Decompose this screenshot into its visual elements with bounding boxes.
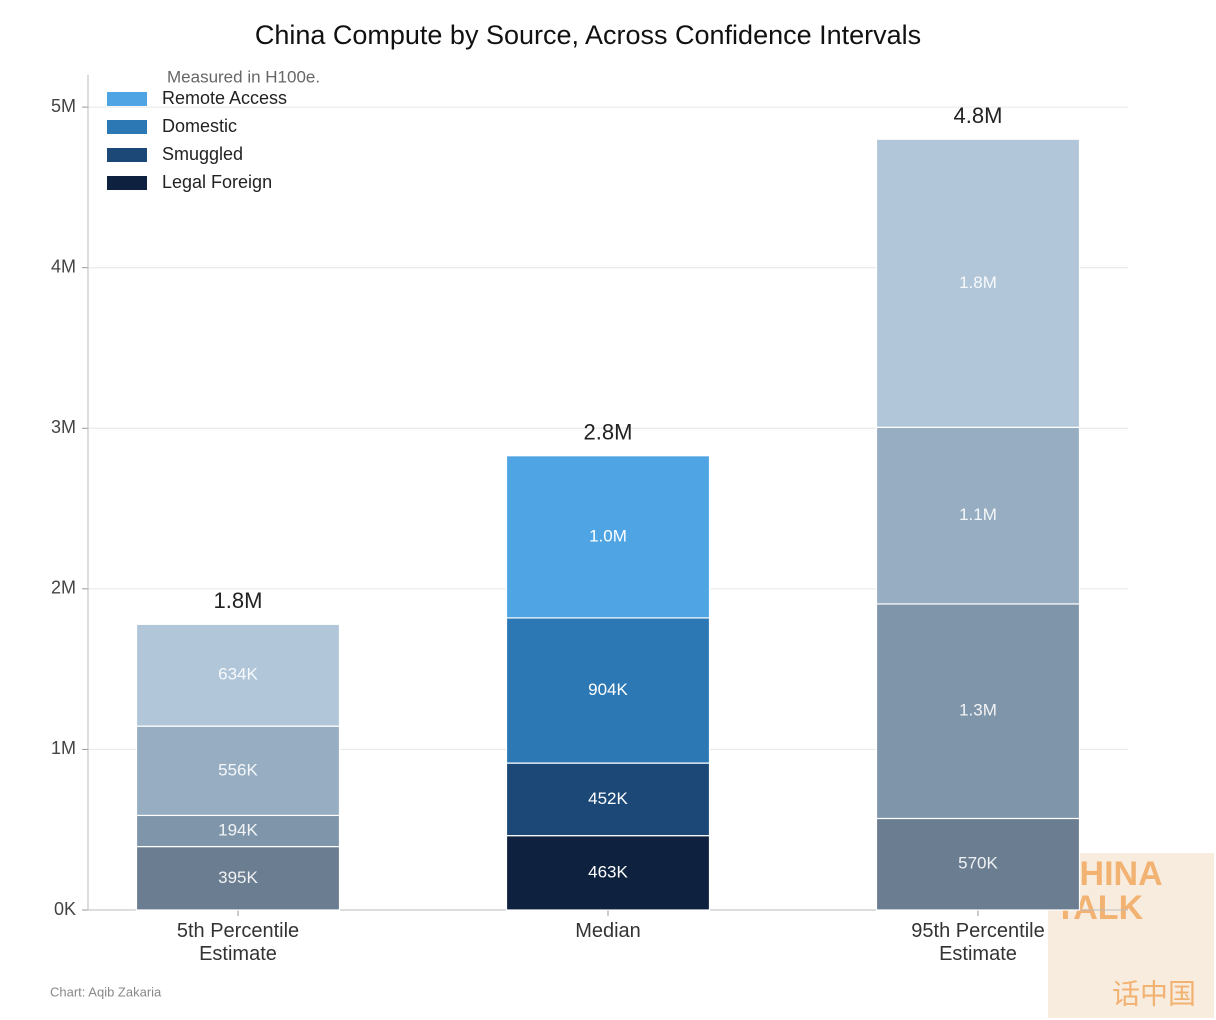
x-tick-label: Median — [575, 920, 641, 942]
data-label: 1.1M — [959, 505, 997, 524]
data-label: 1.0M — [589, 526, 627, 545]
y-tick-label: 4M — [51, 256, 76, 276]
y-tick-label: 5M — [51, 96, 76, 116]
y-tick-label: 1M — [51, 738, 76, 758]
legend-swatch — [107, 148, 147, 162]
bar-segment — [505, 455, 711, 619]
chart-title: China Compute by Source, Across Confiden… — [255, 20, 921, 50]
data-label: 395K — [218, 868, 258, 887]
y-tick-label: 0K — [54, 899, 76, 919]
bar-segment — [135, 845, 341, 911]
legend-label: Legal Foreign — [162, 172, 272, 192]
data-label: 1.8M — [959, 273, 997, 292]
bar-segment — [875, 603, 1081, 820]
bar-segment — [505, 835, 711, 911]
data-label: 904K — [588, 680, 628, 699]
y-tick-label: 2M — [51, 578, 76, 598]
legend-swatch — [107, 92, 147, 106]
total-label: 4.8M — [954, 103, 1003, 128]
bar-segment — [875, 426, 1081, 605]
subtitle: Measured in H100e. — [167, 67, 320, 86]
legend-label: Remote Access — [162, 88, 287, 108]
bar-segment — [875, 138, 1081, 428]
total-label: 1.8M — [214, 588, 263, 613]
x-tick-label: 5th Percentile Estimate — [176, 920, 300, 965]
bar-segment — [875, 817, 1081, 911]
legend-swatch — [107, 120, 147, 134]
source: Chart: Aqib Zakaria — [50, 984, 162, 999]
legend-label: Domestic — [162, 116, 237, 136]
legend-swatch — [107, 176, 147, 190]
bar-segment — [135, 623, 341, 727]
y-tick-label: 3M — [51, 417, 76, 437]
bar-segment — [505, 617, 711, 764]
bar-segment — [135, 814, 341, 848]
watermark-text: 话中国 — [1112, 978, 1196, 1009]
data-label: 570K — [958, 854, 998, 873]
x-tick-label: 95th Percentile Estimate — [911, 920, 1045, 965]
data-label: 463K — [588, 862, 628, 881]
legend-label: Smuggled — [162, 144, 243, 164]
data-label: 452K — [588, 789, 628, 808]
total-label: 2.8M — [584, 420, 633, 445]
data-label: 634K — [218, 665, 258, 684]
data-label: 194K — [218, 820, 258, 839]
data-label: 1.3M — [959, 701, 997, 720]
data-label: 556K — [218, 760, 258, 779]
